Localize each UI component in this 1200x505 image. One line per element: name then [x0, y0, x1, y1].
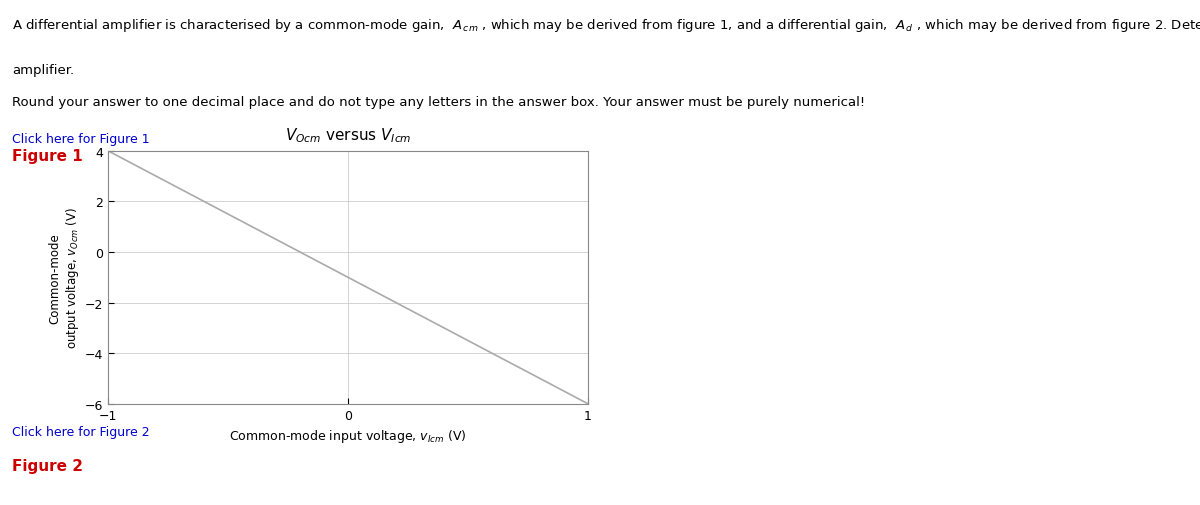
Text: amplifier.: amplifier.	[12, 64, 74, 77]
Text: Round your answer to one decimal place and do not type any letters in the answer: Round your answer to one decimal place a…	[12, 96, 865, 109]
Title: $V_{Ocm}$ versus $V_{Icm}$: $V_{Ocm}$ versus $V_{Icm}$	[284, 126, 412, 145]
Y-axis label: Common-mode
output voltage, $v_{Ocm}$ (V): Common-mode output voltage, $v_{Ocm}$ (V…	[48, 207, 80, 348]
X-axis label: Common-mode input voltage, $v_{Icm}$ (V): Common-mode input voltage, $v_{Icm}$ (V)	[229, 427, 467, 444]
Text: Figure 2: Figure 2	[12, 458, 83, 473]
Text: Click here for Figure 1: Click here for Figure 1	[12, 133, 150, 146]
Text: Figure 1: Figure 1	[12, 149, 83, 164]
Text: Click here for Figure 2: Click here for Figure 2	[12, 425, 150, 438]
Text: A differential amplifier is characterised by a common-mode gain,  $A_{\,cm}$ , w: A differential amplifier is characterise…	[12, 17, 1200, 34]
